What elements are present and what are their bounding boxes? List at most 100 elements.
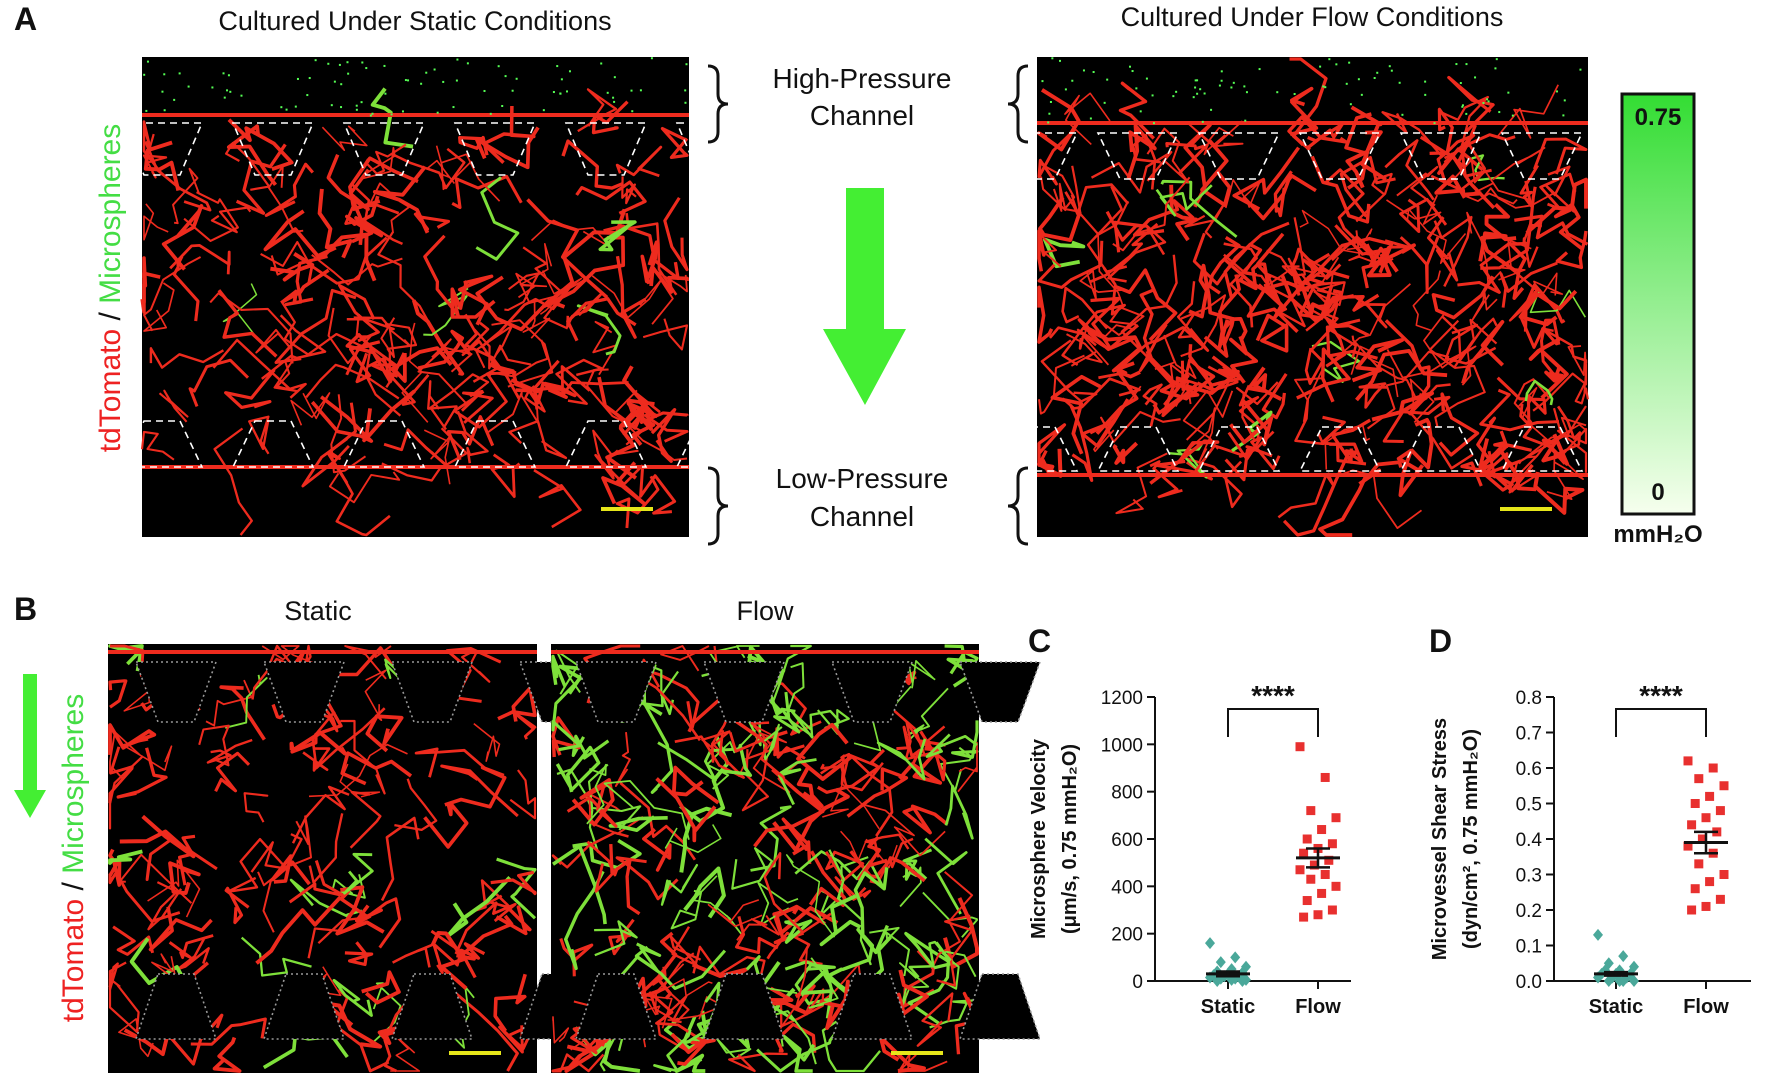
vessel [308,813,344,884]
data-point [1302,896,1312,906]
data-point [1683,841,1693,851]
data-point [1295,865,1305,875]
speckle [340,106,343,109]
vessel [430,930,468,990]
vessel [924,837,968,915]
vessel [1175,365,1239,391]
vessel [214,751,251,793]
data-point [1719,781,1729,791]
speckle [383,64,386,67]
vessel [464,313,521,400]
vessel [1574,364,1589,405]
vessel [423,429,451,485]
vessel [1399,197,1448,234]
data-point [1701,813,1711,823]
vessel [1086,185,1128,273]
speckle [1482,101,1485,104]
data-point [1299,848,1309,858]
vessel [1203,274,1241,358]
speckle [280,106,283,109]
speckle [1562,114,1565,117]
vessel [622,411,689,437]
vessel [213,427,253,536]
speckle [1196,79,1199,82]
speckle [1461,105,1464,108]
vessel [849,754,894,837]
vessel [588,793,644,835]
vessel [344,941,374,967]
vessel [1061,286,1109,330]
post-outline [958,973,1042,1040]
vessel [1533,137,1588,175]
vessel [784,662,814,738]
vessel [614,732,631,787]
speckle [1390,69,1393,72]
data-point [1237,975,1248,987]
vessel [1229,398,1274,447]
y-tick-label: 0.5 [1516,795,1542,816]
vessel [281,268,330,304]
post-outline [120,122,204,176]
vessel [591,100,629,135]
vessel [1516,387,1587,443]
vessel [728,1052,788,1073]
speckle [1082,69,1085,72]
speckle [1203,92,1206,95]
speckle [1328,58,1331,61]
vessel [1478,463,1534,493]
vessel [616,942,662,982]
speckle [433,68,436,71]
speckle [504,75,507,78]
vessel [819,979,850,1030]
vessel [140,256,148,314]
vessel [908,940,952,979]
speckle [1459,82,1462,85]
vessel [1155,184,1213,217]
vessel [417,329,472,370]
channel-label: Channel [810,501,914,532]
vessel [853,867,889,935]
micrograph [995,57,1685,537]
speckle [1388,65,1391,68]
speckle [1498,111,1501,114]
vessel [642,827,672,872]
vessel [423,234,460,317]
speckle [314,59,317,62]
vessel [1223,253,1298,302]
vessel [311,707,386,770]
speckle [436,111,439,114]
vessel [902,804,949,835]
data-point [1313,910,1323,920]
vessel [723,743,753,777]
vessel [227,118,294,171]
data-point [1690,884,1700,894]
vessel [800,967,856,1001]
x-tick-label: Static [1589,996,1643,1018]
vessel [1169,184,1199,242]
significance-bracket [1227,708,1319,737]
vessel [423,802,469,849]
vessel [497,686,537,722]
speckle [223,96,226,99]
vessel [270,252,315,282]
vessel [1541,327,1588,364]
vessel [794,963,836,1005]
scale-bar [891,1051,943,1055]
vessel [925,733,978,758]
vessel [1353,294,1388,329]
vessel [1317,236,1394,280]
vessel [1176,281,1196,339]
vessel [766,931,823,966]
speckle [161,90,164,93]
vessel [1154,334,1197,379]
vessel [302,747,331,772]
speckle [1556,90,1559,93]
vessel [457,274,494,326]
speckle [1507,91,1510,94]
vessel [143,203,169,241]
vessel [627,389,661,426]
speckle [650,57,653,60]
vessel [753,768,825,848]
vessel [1105,210,1147,253]
